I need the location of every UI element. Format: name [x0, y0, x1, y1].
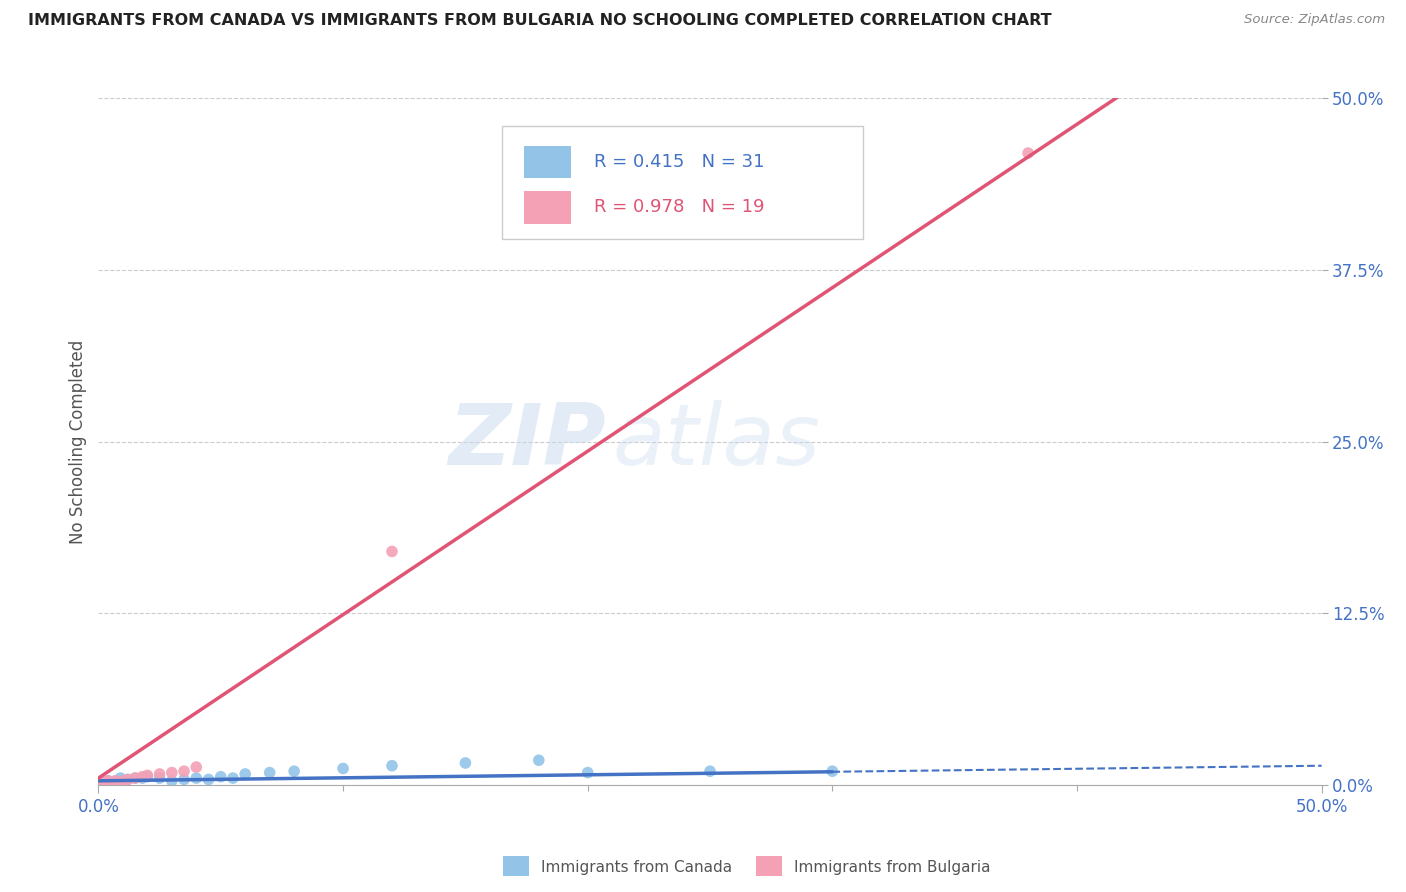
Point: [101, 776, 124, 790]
Point: [160, 773, 183, 788]
FancyBboxPatch shape: [524, 191, 571, 224]
Text: atlas: atlas: [612, 400, 820, 483]
Point: [110, 771, 132, 785]
Point: [90, 776, 112, 790]
Text: Immigrants from Bulgaria: Immigrants from Bulgaria: [794, 860, 991, 874]
Point: [1017, 146, 1039, 161]
FancyBboxPatch shape: [524, 145, 571, 178]
Point: [91, 775, 114, 789]
Point: [186, 760, 208, 774]
Point: [111, 773, 134, 788]
Point: [160, 765, 183, 780]
Text: R = 0.978   N = 19: R = 0.978 N = 19: [593, 198, 765, 217]
Point: [97, 773, 120, 788]
Point: [699, 764, 721, 779]
Point: [149, 767, 172, 781]
Point: [332, 762, 354, 776]
Point: [124, 771, 146, 785]
Point: [117, 772, 139, 787]
Point: [149, 771, 172, 785]
Point: [209, 770, 232, 784]
Point: [173, 764, 195, 779]
Point: [454, 756, 477, 770]
Point: [131, 771, 153, 785]
Text: R = 0.415   N = 31: R = 0.415 N = 31: [593, 153, 765, 171]
Point: [90, 776, 112, 790]
Point: [186, 771, 208, 785]
Point: [381, 544, 404, 558]
Point: [124, 771, 146, 785]
Point: [101, 776, 124, 790]
Point: [100, 775, 122, 789]
Point: [233, 767, 256, 781]
Point: [111, 773, 134, 788]
FancyBboxPatch shape: [502, 126, 863, 239]
Point: [821, 764, 844, 779]
Text: IMMIGRANTS FROM CANADA VS IMMIGRANTS FROM BULGARIA NO SCHOOLING COMPLETED CORREL: IMMIGRANTS FROM CANADA VS IMMIGRANTS FRO…: [28, 13, 1052, 29]
Point: [94, 776, 117, 790]
Point: [283, 764, 305, 779]
Point: [136, 770, 159, 784]
Text: Source: ZipAtlas.com: Source: ZipAtlas.com: [1244, 13, 1385, 27]
Point: [222, 771, 245, 785]
Point: [91, 775, 114, 789]
Point: [94, 776, 117, 790]
Point: [100, 775, 122, 789]
Point: [104, 773, 127, 788]
Text: Immigrants from Canada: Immigrants from Canada: [541, 860, 733, 874]
Point: [131, 770, 153, 784]
Point: [107, 775, 129, 789]
Point: [259, 765, 281, 780]
Point: [97, 773, 120, 788]
Point: [117, 772, 139, 787]
Point: [104, 773, 127, 788]
Point: [173, 772, 195, 787]
Point: [576, 765, 599, 780]
Point: [197, 772, 219, 787]
Point: [527, 753, 550, 767]
Y-axis label: No Schooling Completed: No Schooling Completed: [69, 340, 87, 543]
Point: [136, 768, 159, 782]
Point: [381, 758, 404, 772]
Text: ZIP: ZIP: [449, 400, 606, 483]
Point: [107, 775, 129, 789]
